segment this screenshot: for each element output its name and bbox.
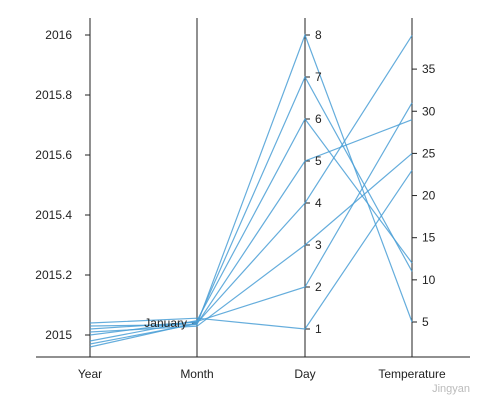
tick-label-year-3: 2015.6 xyxy=(35,148,72,162)
axis-label-day: Day xyxy=(294,367,315,381)
tick-label-year-5: 2016 xyxy=(45,28,72,42)
tick-label-year-1: 2015.2 xyxy=(35,268,72,282)
axis-label-year: Year xyxy=(78,367,102,381)
tick-label-day-3: 4 xyxy=(315,196,322,210)
tick-label-day-6: 7 xyxy=(315,70,322,84)
record-line-3 xyxy=(89,35,413,348)
tick-label-temperature-1: 10 xyxy=(422,273,436,287)
tick-label-temperature-6: 35 xyxy=(422,62,436,76)
tick-label-temperature-0: 5 xyxy=(422,315,429,329)
tick-label-year-4: 2015.8 xyxy=(35,88,72,102)
record-line-6 xyxy=(89,75,413,330)
tick-label-temperature-3: 20 xyxy=(422,189,436,203)
tick-label-day-1: 2 xyxy=(315,280,322,294)
tick-label-temperature-4: 25 xyxy=(422,146,436,160)
tick-label-month-0: January xyxy=(144,316,187,330)
tick-label-day-7: 8 xyxy=(315,28,322,42)
watermark: Jingyan xyxy=(432,383,470,395)
tick-label-year-2: 2015.4 xyxy=(35,208,72,222)
record-line-1 xyxy=(89,102,413,336)
tick-label-day-0: 1 xyxy=(315,322,322,336)
record-line-4 xyxy=(89,119,413,345)
tick-label-year-0: 2015 xyxy=(45,328,72,342)
axes-layer xyxy=(85,18,417,357)
tick-label-day-2: 3 xyxy=(315,238,322,252)
labels-layer: Year20152015.22015.42015.62015.82016Mont… xyxy=(35,28,446,381)
axis-label-month: Month xyxy=(180,367,213,381)
tick-label-temperature-2: 15 xyxy=(422,231,436,245)
record-line-0 xyxy=(89,169,413,330)
tick-label-day-4: 5 xyxy=(315,154,322,168)
record-line-5 xyxy=(89,117,413,342)
tick-label-temperature-5: 30 xyxy=(422,104,436,118)
axis-label-temperature: Temperature xyxy=(378,367,446,381)
series-lines-layer xyxy=(89,33,413,348)
tick-label-day-5: 6 xyxy=(315,112,322,126)
record-line-2 xyxy=(89,152,413,333)
record-line-7 xyxy=(89,33,413,327)
